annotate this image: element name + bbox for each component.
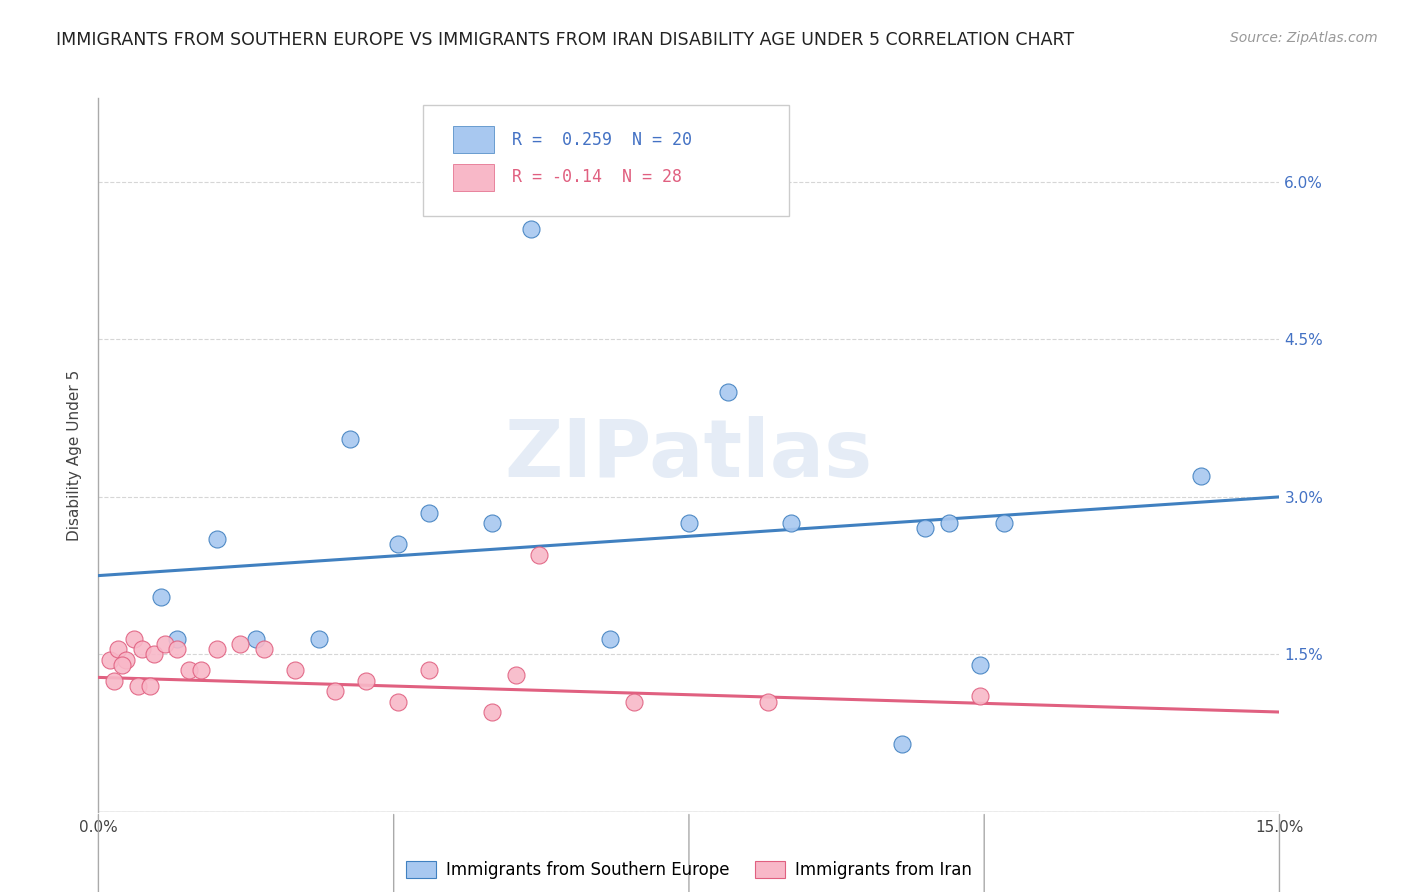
Point xyxy=(190,663,212,677)
Point xyxy=(98,652,121,666)
Text: ZIPatlas: ZIPatlas xyxy=(505,416,873,494)
Point xyxy=(678,516,700,530)
Point xyxy=(969,690,991,704)
FancyBboxPatch shape xyxy=(453,126,494,153)
Point xyxy=(529,548,551,562)
Point xyxy=(1189,469,1212,483)
Point xyxy=(890,737,912,751)
Point xyxy=(387,537,409,551)
Point xyxy=(115,652,138,666)
Point xyxy=(505,668,527,682)
Point xyxy=(150,590,173,604)
Point xyxy=(103,673,125,688)
Point xyxy=(122,632,145,646)
Point xyxy=(107,642,129,657)
Point xyxy=(253,642,276,657)
Point xyxy=(354,673,377,688)
Point xyxy=(780,516,803,530)
Point xyxy=(914,521,936,535)
Legend: Immigrants from Southern Europe, Immigrants from Iran: Immigrants from Southern Europe, Immigra… xyxy=(399,854,979,886)
Point xyxy=(481,705,503,719)
Text: IMMIGRANTS FROM SOUTHERN EUROPE VS IMMIGRANTS FROM IRAN DISABILITY AGE UNDER 5 C: IMMIGRANTS FROM SOUTHERN EUROPE VS IMMIG… xyxy=(56,31,1074,49)
Text: R = -0.14  N = 28: R = -0.14 N = 28 xyxy=(512,169,682,186)
Text: Source: ZipAtlas.com: Source: ZipAtlas.com xyxy=(1230,31,1378,45)
Point xyxy=(205,642,228,657)
Point xyxy=(599,632,621,646)
Point xyxy=(127,679,149,693)
Point xyxy=(387,694,409,708)
Point xyxy=(308,632,330,646)
FancyBboxPatch shape xyxy=(423,105,789,216)
Point xyxy=(323,684,346,698)
Point xyxy=(142,648,165,662)
Point xyxy=(138,679,160,693)
Point xyxy=(993,516,1015,530)
Point xyxy=(418,506,440,520)
Point xyxy=(245,632,267,646)
Point xyxy=(205,532,228,546)
Text: R =  0.259  N = 20: R = 0.259 N = 20 xyxy=(512,130,692,148)
Point xyxy=(481,516,503,530)
Point xyxy=(756,694,779,708)
Point xyxy=(938,516,960,530)
Point xyxy=(284,663,307,677)
FancyBboxPatch shape xyxy=(453,164,494,191)
Y-axis label: Disability Age Under 5: Disability Age Under 5 xyxy=(67,369,83,541)
Point xyxy=(969,657,991,672)
Point xyxy=(339,432,361,446)
Point xyxy=(418,663,440,677)
Point xyxy=(623,694,645,708)
Point xyxy=(166,632,188,646)
Point xyxy=(166,642,188,657)
Point xyxy=(177,663,200,677)
Point xyxy=(717,384,740,399)
Point xyxy=(229,637,252,651)
Point xyxy=(111,657,134,672)
Point xyxy=(520,222,543,236)
Point xyxy=(131,642,153,657)
Point xyxy=(155,637,177,651)
